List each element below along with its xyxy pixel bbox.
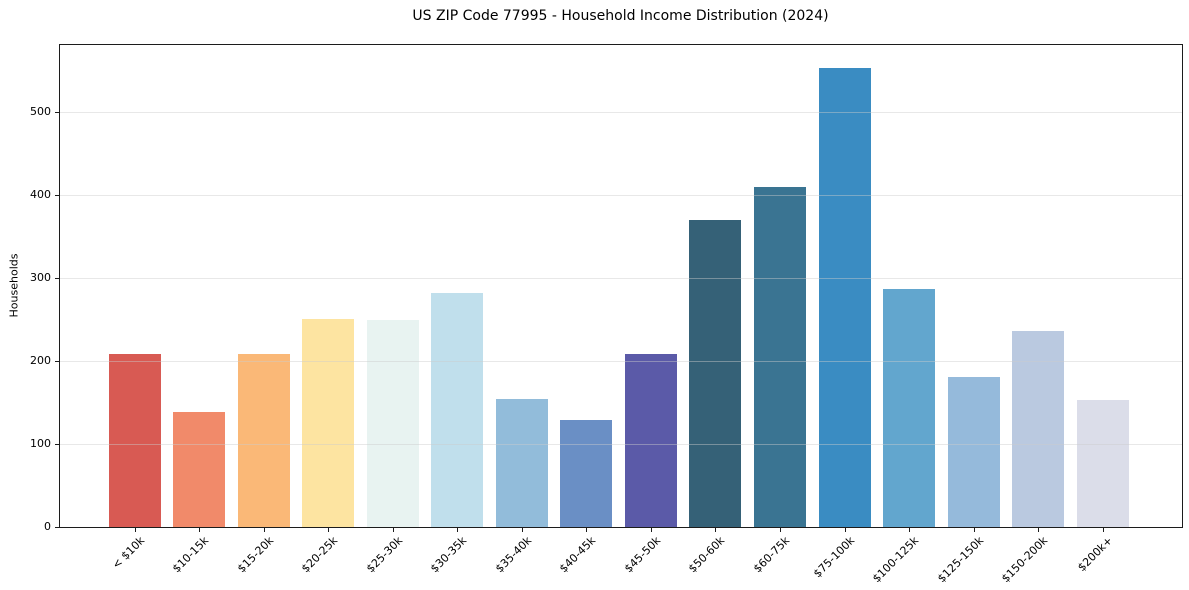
gridline-400 (60, 195, 1182, 197)
x-tick-label: < $10k (109, 534, 147, 572)
bar-$50-60k (689, 220, 742, 527)
x-tick (780, 528, 781, 532)
bar-$25-30k (366, 319, 419, 527)
y-tick (55, 444, 59, 446)
x-tick (650, 528, 652, 532)
y-tick-label: 500 (30, 105, 51, 119)
bar-$75-100k (818, 68, 871, 527)
x-tick (199, 528, 201, 532)
chart-title: US ZIP Code 77995 - Household Income Dis… (412, 8, 829, 24)
bar-$30-35k (431, 293, 484, 527)
x-tick (134, 528, 136, 532)
gridline-500 (60, 112, 1182, 114)
bar-$20-25k (302, 318, 355, 527)
y-tick-label: 300 (30, 271, 51, 285)
x-tick (844, 528, 846, 532)
bar-$40-45k (560, 419, 613, 527)
bar-$125-150k (947, 376, 1000, 527)
y-tick (55, 527, 59, 528)
y-tick (55, 278, 59, 280)
bar-$15-20k (237, 354, 290, 527)
x-tick (586, 528, 588, 532)
y-tick-label: 100 (30, 437, 51, 451)
x-tick (457, 528, 459, 532)
bar-$45-50k (624, 353, 677, 527)
gridline-300 (60, 278, 1182, 280)
bar-$150-200k (1012, 331, 1065, 527)
bar-$10-15k (173, 411, 226, 527)
gridline-200 (60, 361, 1182, 363)
bar-$100-125k (883, 288, 936, 527)
x-tick (1038, 528, 1040, 532)
x-tick (1102, 528, 1104, 532)
x-tick (521, 528, 523, 532)
x-tick (909, 528, 911, 532)
y-tick (55, 195, 59, 197)
y-axis-label: Households (7, 253, 21, 318)
bar-$200k+ (1076, 400, 1129, 527)
bar-< $10k (108, 354, 161, 527)
y-tick-label: 0 (44, 520, 51, 533)
x-tick (973, 528, 975, 532)
bar-$60-75k (754, 186, 806, 527)
x-tick (263, 528, 265, 532)
plot-area (59, 44, 1183, 528)
gridline-100 (60, 444, 1182, 446)
y-tick-label: 400 (30, 188, 51, 202)
y-tick-label: 200 (30, 354, 51, 368)
x-tick (392, 528, 394, 532)
y-tick (55, 361, 59, 363)
x-tick (328, 528, 330, 532)
x-tick (715, 528, 717, 532)
y-tick (55, 112, 59, 114)
bar-$35-40k (495, 399, 548, 527)
